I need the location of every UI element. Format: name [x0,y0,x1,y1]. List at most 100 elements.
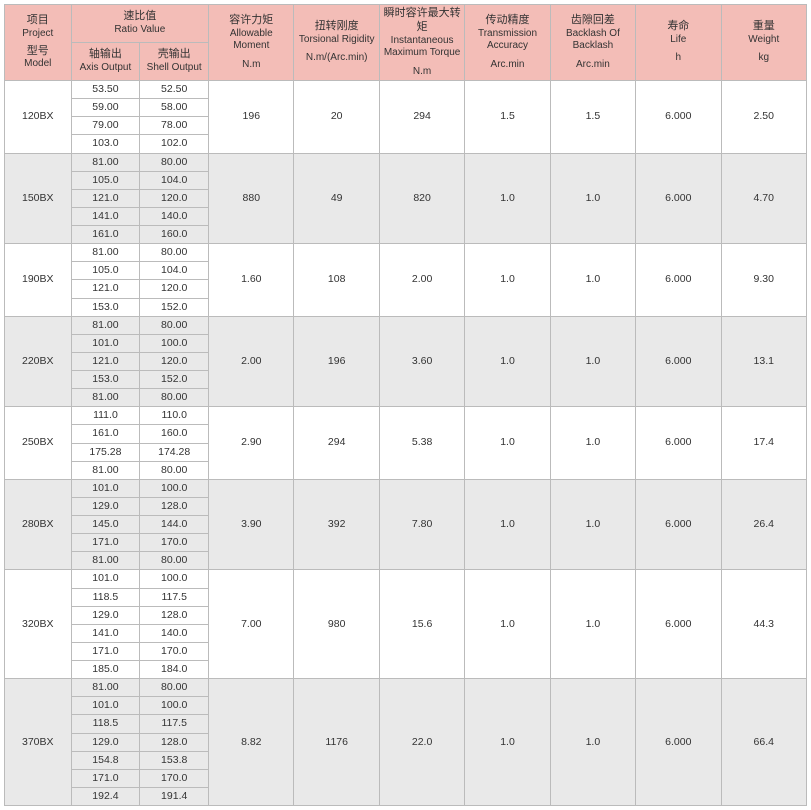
hdr-col-5: 寿命 Life h [636,5,721,81]
model-cell: 250BX [5,407,72,480]
spec-cell: 13.1 [721,316,806,407]
shell-output-cell: 174.28 [140,443,209,461]
spec-cell: 1176 [294,679,379,806]
axis-output-cell: 105.0 [71,262,140,280]
spec-cell: 1.0 [550,316,635,407]
spec-cell: 7.80 [379,479,464,570]
spec-cell: 44.3 [721,570,806,679]
spec-cell: 1.0 [550,407,635,480]
shell-output-cell: 170.0 [140,642,209,660]
spec-cell: 196 [294,316,379,407]
axis-output-cell: 101.0 [71,570,140,588]
spec-cell: 1.0 [550,153,635,244]
shell-output-cell: 170.0 [140,769,209,787]
axis-output-cell: 153.0 [71,298,140,316]
spec-cell: 294 [294,407,379,480]
spec-cell: 1.0 [550,479,635,570]
shell-output-cell: 100.0 [140,334,209,352]
hdr-col-2: 瞬时容许最大转矩 Instantaneous Maximum Torque N.… [379,5,464,81]
axis-output-cell: 121.0 [71,280,140,298]
model-cell: 120BX [5,81,72,154]
spec-cell: 15.6 [379,570,464,679]
spec-cell: 6.000 [636,81,721,154]
shell-output-cell: 120.0 [140,352,209,370]
shell-output-cell: 80.00 [140,461,209,479]
spec-cell: 1.0 [465,244,550,317]
shell-output-cell: 100.0 [140,570,209,588]
axis-output-cell: 118.5 [71,715,140,733]
spec-cell: 7.00 [209,570,294,679]
axis-output-cell: 175.28 [71,443,140,461]
axis-output-cell: 81.00 [71,389,140,407]
hdr-ratio-cn: 速比值 [75,10,206,24]
spec-cell: 2.00 [209,316,294,407]
axis-output-cell: 171.0 [71,642,140,660]
axis-output-cell: 81.00 [71,244,140,262]
axis-output-cell: 141.0 [71,624,140,642]
hdr-project-model: 项目 Project 型号 Model [5,5,72,81]
shell-output-cell: 140.0 [140,624,209,642]
spec-cell: 820 [379,153,464,244]
axis-output-cell: 105.0 [71,171,140,189]
model-cell: 370BX [5,679,72,806]
shell-output-cell: 128.0 [140,497,209,515]
spec-cell: 6.000 [636,153,721,244]
axis-output-cell: 81.00 [71,679,140,697]
axis-output-cell: 171.0 [71,769,140,787]
axis-output-cell: 121.0 [71,189,140,207]
shell-output-cell: 184.0 [140,661,209,679]
axis-output-cell: 129.0 [71,606,140,624]
spec-cell: 1.60 [209,244,294,317]
shell-output-cell: 152.0 [140,371,209,389]
model-cell: 220BX [5,316,72,407]
shell-output-cell: 100.0 [140,697,209,715]
hdr-ratio-en: Ratio Value [75,24,206,37]
axis-output-cell: 81.00 [71,153,140,171]
spec-cell: 1.0 [465,316,550,407]
axis-output-cell: 53.50 [71,81,140,99]
spec-cell: 2.00 [379,244,464,317]
hdr-project-cn: 项目 [8,14,68,28]
shell-output-cell: 104.0 [140,171,209,189]
spec-cell: 392 [294,479,379,570]
axis-output-cell: 118.5 [71,588,140,606]
axis-output-cell: 141.0 [71,207,140,225]
shell-output-cell: 102.0 [140,135,209,153]
shell-output-cell: 152.0 [140,298,209,316]
shell-output-cell: 128.0 [140,606,209,624]
axis-output-cell: 79.00 [71,117,140,135]
axis-output-cell: 81.00 [71,552,140,570]
axis-output-cell: 103.0 [71,135,140,153]
shell-output-cell: 78.00 [140,117,209,135]
axis-output-cell: 81.00 [71,461,140,479]
spec-cell: 8.82 [209,679,294,806]
model-cell: 320BX [5,570,72,679]
hdr-model-cn: 型号 [8,45,68,59]
spec-cell: 2.90 [209,407,294,480]
spec-cell: 108 [294,244,379,317]
hdr-axis: 轴输出 Axis Output [71,43,140,81]
axis-output-cell: 161.0 [71,226,140,244]
spec-cell: 22.0 [379,679,464,806]
model-cell: 150BX [5,153,72,244]
table-row: 150BX81.0080.00880498201.01.06.0004.70 [5,153,807,171]
table-row: 370BX81.0080.008.82117622.01.01.06.00066… [5,679,807,697]
table-row: 190BX81.0080.001.601082.001.01.06.0009.3… [5,244,807,262]
spec-cell: 1.0 [465,679,550,806]
spec-cell: 196 [209,81,294,154]
spec-cell: 6.000 [636,316,721,407]
axis-output-cell: 153.0 [71,371,140,389]
spec-cell: 6.000 [636,570,721,679]
table-row: 250BX111.0110.02.902945.381.01.06.00017.… [5,407,807,425]
shell-output-cell: 80.00 [140,316,209,334]
hdr-model-en: Model [8,58,68,71]
spec-table: 项目 Project 型号 Model 速比值 Ratio Value 容许力矩… [4,4,807,806]
shell-output-cell: 117.5 [140,715,209,733]
axis-output-cell: 129.0 [71,497,140,515]
spec-cell: 1.0 [550,679,635,806]
shell-output-cell: 110.0 [140,407,209,425]
spec-cell: 66.4 [721,679,806,806]
shell-output-cell: 80.00 [140,389,209,407]
axis-output-cell: 161.0 [71,425,140,443]
spec-cell: 880 [209,153,294,244]
